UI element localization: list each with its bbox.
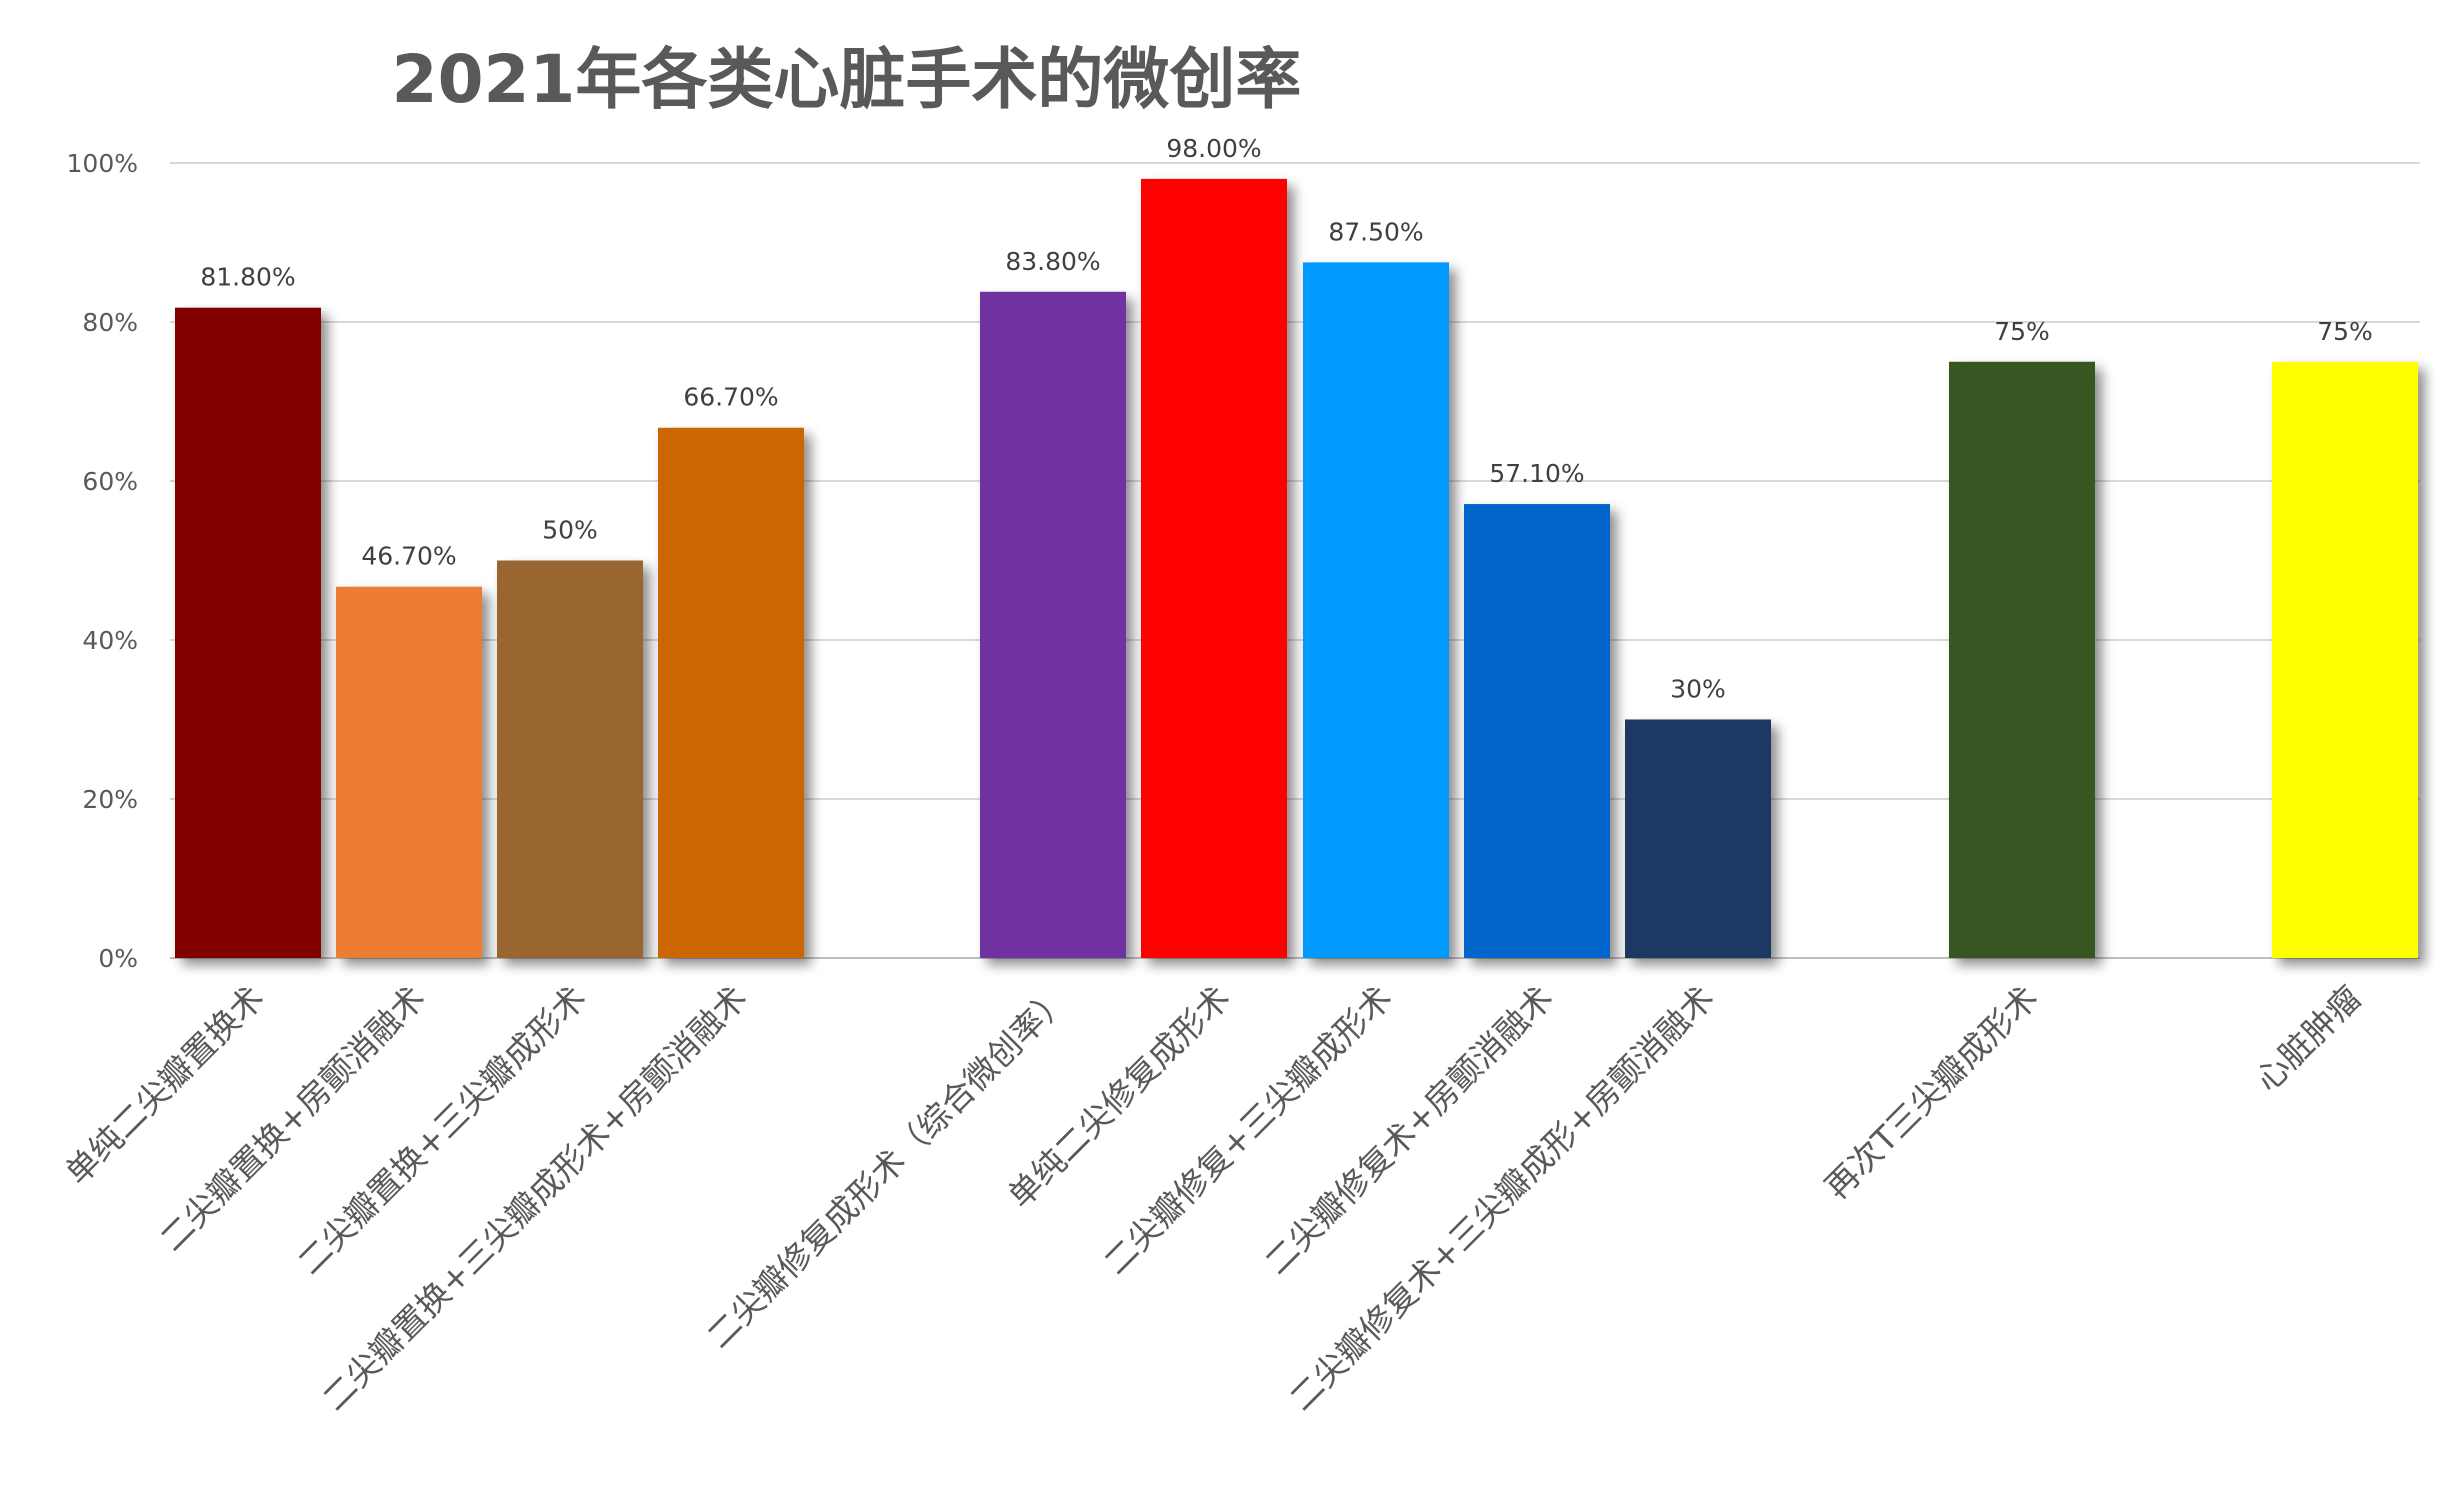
bar: [1303, 262, 1449, 958]
data-label: 66.70%: [683, 383, 778, 412]
y-tick-label: 0%: [98, 944, 138, 973]
category-label: 心脏肿瘤: [2248, 978, 2369, 1099]
bar: [980, 291, 1126, 958]
y-tick-label: 80%: [82, 308, 138, 337]
data-label: 50%: [542, 516, 598, 545]
data-label: 75%: [1994, 317, 2050, 346]
data-label: 98.00%: [1166, 134, 1261, 163]
data-label: 46.70%: [361, 542, 456, 571]
bar: [1141, 178, 1287, 958]
y-tick-label: 100%: [67, 149, 138, 178]
data-label: 83.80%: [1005, 247, 1100, 276]
category-label: 二尖瓣置换+三尖瓣成形术: [290, 978, 594, 1282]
bar: [1625, 719, 1771, 958]
category-label: 二尖瓣修复术+房颤消融术: [1257, 978, 1561, 1282]
y-tick-label: 40%: [82, 626, 138, 655]
bar: [1464, 504, 1610, 958]
data-label: 75%: [2317, 317, 2373, 346]
bar: [2272, 361, 2418, 958]
data-label: 30%: [1670, 675, 1726, 704]
data-label: 81.80%: [200, 263, 295, 292]
bar: [658, 427, 804, 958]
data-label: 87.50%: [1328, 217, 1423, 246]
bar: [497, 560, 643, 958]
bar: [175, 307, 321, 958]
chart-title: 2021年各类心脏手术的微创率: [391, 41, 1302, 118]
y-tick-label: 20%: [82, 785, 138, 814]
y-tick-label: 60%: [82, 467, 138, 496]
category-label: 二尖瓣置换+房颤消融术: [152, 978, 432, 1258]
category-label: 再次T三尖瓣成形术: [1817, 978, 2046, 1207]
category-label: 二尖瓣修复+三尖瓣成形术: [1096, 978, 1400, 1282]
bar: [336, 586, 482, 958]
bar: [1949, 361, 2095, 958]
data-label: 57.10%: [1489, 459, 1584, 488]
